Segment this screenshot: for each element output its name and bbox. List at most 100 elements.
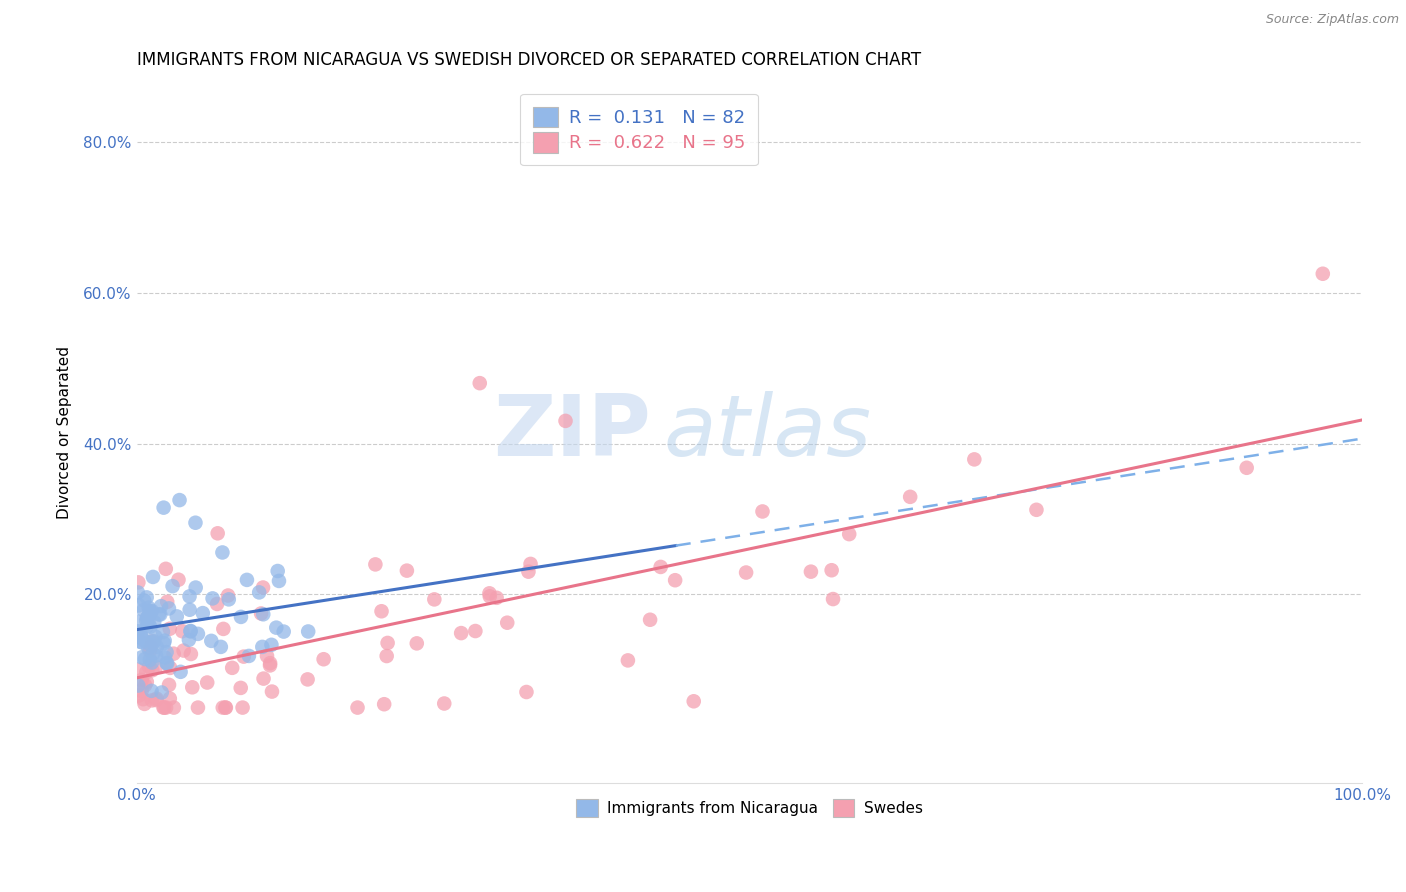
Point <box>127 679 149 693</box>
Point <box>163 700 186 714</box>
Point <box>179 603 201 617</box>
Point <box>963 452 986 467</box>
Point <box>127 615 149 629</box>
Point <box>155 656 177 670</box>
Point <box>252 672 274 686</box>
Point <box>141 683 163 698</box>
Point <box>139 643 162 657</box>
Point <box>211 700 233 714</box>
Point <box>195 675 218 690</box>
Point <box>180 624 202 638</box>
Point <box>141 693 163 707</box>
Point <box>478 590 501 604</box>
Text: Source: ZipAtlas.com: Source: ZipAtlas.com <box>1265 13 1399 27</box>
Point <box>145 630 167 644</box>
Point <box>138 641 160 656</box>
Point <box>145 693 167 707</box>
Point <box>212 622 235 636</box>
Point <box>152 624 174 639</box>
Point <box>156 657 179 671</box>
Point <box>377 636 399 650</box>
Point <box>346 700 368 714</box>
Point <box>153 700 176 714</box>
Point <box>181 681 204 695</box>
Point <box>180 624 202 639</box>
Point <box>250 607 273 621</box>
Point <box>205 597 228 611</box>
Point <box>152 500 174 515</box>
Point <box>142 634 165 648</box>
Point <box>153 633 176 648</box>
Point <box>800 565 823 579</box>
Point <box>229 610 252 624</box>
Point <box>145 660 167 674</box>
Point <box>166 609 188 624</box>
Point <box>172 624 194 639</box>
Point <box>187 627 209 641</box>
Point <box>155 562 177 576</box>
Point <box>232 700 254 714</box>
Point <box>297 673 319 687</box>
Point <box>485 591 508 605</box>
Point <box>217 589 239 603</box>
Point <box>211 545 233 559</box>
Point <box>139 604 162 618</box>
Point <box>159 622 181 636</box>
Point <box>184 516 207 530</box>
Point <box>135 619 157 633</box>
Point <box>127 575 149 590</box>
Point <box>132 633 155 648</box>
Point <box>259 656 281 670</box>
Point <box>135 591 157 605</box>
Point <box>138 659 160 673</box>
Point <box>191 606 214 620</box>
Point <box>157 678 180 692</box>
Point <box>821 592 844 607</box>
Point <box>259 658 281 673</box>
Point <box>1236 460 1258 475</box>
Point <box>554 414 576 428</box>
Point <box>159 691 181 706</box>
Point <box>131 673 153 687</box>
Point <box>131 635 153 649</box>
Point <box>150 599 173 614</box>
Point <box>139 653 162 667</box>
Point <box>157 601 180 615</box>
Point <box>141 634 163 648</box>
Point <box>153 636 176 650</box>
Point <box>136 611 159 625</box>
Point <box>169 665 191 679</box>
Point <box>138 608 160 623</box>
Point <box>450 626 472 640</box>
Point <box>135 665 157 680</box>
Point <box>167 573 190 587</box>
Point <box>617 653 640 667</box>
Y-axis label: Divorced or Separated: Divorced or Separated <box>58 346 72 518</box>
Point <box>138 600 160 615</box>
Point <box>139 640 162 655</box>
Point <box>209 640 232 654</box>
Point <box>252 581 274 595</box>
Point <box>134 678 156 692</box>
Point <box>236 573 259 587</box>
Point <box>273 624 295 639</box>
Point <box>128 599 150 613</box>
Point <box>515 685 537 699</box>
Point <box>364 558 387 572</box>
Point <box>638 613 661 627</box>
Point <box>1312 267 1334 281</box>
Point <box>180 647 202 661</box>
Point <box>232 649 254 664</box>
Point <box>142 570 165 584</box>
Point <box>201 591 224 606</box>
Point <box>141 656 163 670</box>
Point <box>179 590 201 604</box>
Point <box>373 697 395 711</box>
Point <box>395 564 418 578</box>
Point <box>127 624 149 639</box>
Point <box>156 595 179 609</box>
Point <box>423 592 446 607</box>
Point <box>820 563 842 577</box>
Point <box>148 607 170 622</box>
Point <box>229 681 252 695</box>
